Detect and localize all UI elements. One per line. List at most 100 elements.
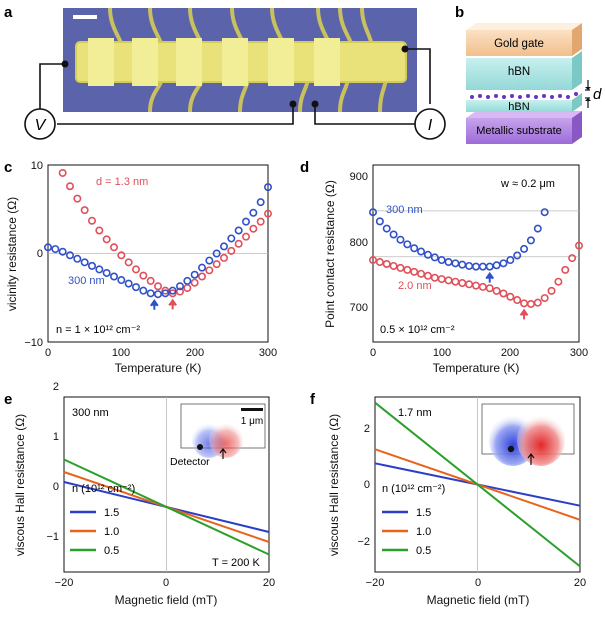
series-label-d-red: 2.0 nm	[398, 280, 432, 292]
data-point-c	[102, 235, 111, 244]
min-arrow-icon	[485, 271, 495, 283]
plot-e	[63, 397, 270, 572]
data-point-c	[117, 276, 126, 285]
data-point-d	[540, 294, 549, 303]
data-point-c	[220, 242, 229, 251]
data-point-d	[451, 259, 460, 268]
data-point-d	[458, 260, 467, 269]
ytick-c: −10	[24, 337, 43, 349]
voltmeter-symbol	[24, 108, 56, 140]
xlabel-f: Magnetic field (mT)	[427, 593, 530, 607]
data-point-d	[368, 256, 377, 265]
data-point-d	[444, 258, 453, 267]
xtick-f: 20	[574, 577, 586, 589]
data-point-d	[533, 298, 542, 307]
data-point-c	[256, 217, 265, 226]
data-point-d	[410, 244, 419, 253]
data-point-c	[146, 276, 155, 285]
data-point-d	[513, 251, 522, 260]
data-point-d	[492, 286, 501, 295]
data-point-c	[205, 256, 214, 265]
inset-map-f	[481, 403, 575, 466]
data-point-d	[368, 208, 377, 217]
legend-entry-e: 1.0	[104, 526, 119, 538]
plot-d	[368, 208, 583, 320]
data-point-c	[58, 247, 67, 256]
data-point-d	[520, 299, 529, 308]
legend-entry-e: 0.5	[104, 545, 119, 557]
data-point-d	[513, 296, 522, 305]
data-point-c	[154, 282, 163, 291]
data-point-c	[168, 289, 177, 298]
injector-arrow-icon	[219, 448, 227, 459]
xtick-c: 300	[259, 347, 277, 359]
data-point-d	[444, 276, 453, 285]
data-point-d	[430, 273, 439, 282]
series-label-d-blue: 300 nm	[386, 204, 423, 216]
data-point-c	[58, 168, 67, 177]
panel-label-b: b	[455, 4, 464, 21]
arrow-up-icon	[585, 98, 591, 101]
data-point-d	[382, 224, 391, 233]
spacing-marker	[585, 80, 590, 108]
data-point-c	[198, 263, 207, 272]
scale-bar	[73, 15, 97, 19]
channel-width-label: w ≈ 0.2 μm	[500, 178, 555, 190]
layer-hbn-bottom: hBN	[508, 101, 529, 113]
data-point-d	[417, 247, 426, 256]
data-point-c	[227, 246, 236, 255]
sample-label-e: 300 nm	[72, 407, 109, 419]
arrow-down-icon	[585, 87, 591, 90]
data-point-d	[526, 236, 535, 245]
data-point-d	[396, 263, 405, 272]
layer-gold-gate: Gold gate	[494, 38, 544, 50]
data-point-d	[574, 241, 583, 250]
data-point-c	[242, 217, 251, 226]
xlabel-c: Temperature (K)	[115, 361, 202, 375]
data-point-d	[458, 278, 467, 287]
data-point-d	[526, 299, 535, 308]
data-point-c	[212, 249, 221, 258]
data-point-c	[51, 245, 60, 254]
ytick-c: 0	[37, 248, 43, 260]
data-point-d	[375, 258, 384, 267]
detector-label: Detector	[170, 456, 210, 468]
data-point-d	[410, 267, 419, 276]
ytick-e: 2	[53, 381, 59, 393]
density-label-c: n = 1 × 10¹² cm⁻²	[56, 324, 140, 336]
contact-dot	[401, 45, 409, 53]
legend-entry-f: 1.0	[416, 526, 431, 538]
ytick-c: 10	[31, 160, 43, 172]
panel-label-d: d	[300, 159, 309, 176]
ytick-e: 1	[53, 431, 59, 443]
data-point-d	[430, 253, 439, 262]
data-point-c	[124, 279, 133, 288]
data-point-d	[403, 265, 412, 274]
layer-hbn-top: hBN	[508, 66, 530, 78]
data-point-d	[417, 269, 426, 278]
xtick-e: 20	[263, 577, 275, 589]
contact-dot	[61, 60, 69, 68]
series-line-f	[374, 401, 581, 568]
min-arrow-icon	[519, 308, 529, 320]
plot-f	[374, 397, 581, 572]
data-point-c	[242, 232, 251, 241]
data-point-c	[95, 265, 104, 274]
xtick-d: 100	[433, 347, 451, 359]
data-point-c	[161, 289, 170, 298]
data-point-c	[190, 270, 199, 279]
data-point-d	[492, 261, 501, 270]
data-point-c	[190, 278, 199, 287]
ytick-f: 2	[364, 423, 370, 435]
ytick-e: −1	[46, 531, 59, 543]
ytick-d: 700	[350, 302, 368, 314]
ytick-d: 800	[350, 237, 368, 249]
ammeter-label: I	[428, 117, 433, 134]
ytick-e: 0	[53, 481, 59, 493]
data-point-c	[220, 253, 229, 262]
hall-bar-pads	[88, 38, 340, 86]
data-point-d	[423, 250, 432, 259]
data-point-c	[249, 224, 258, 233]
xtick-c: 200	[186, 347, 204, 359]
data-point-c	[88, 261, 97, 270]
